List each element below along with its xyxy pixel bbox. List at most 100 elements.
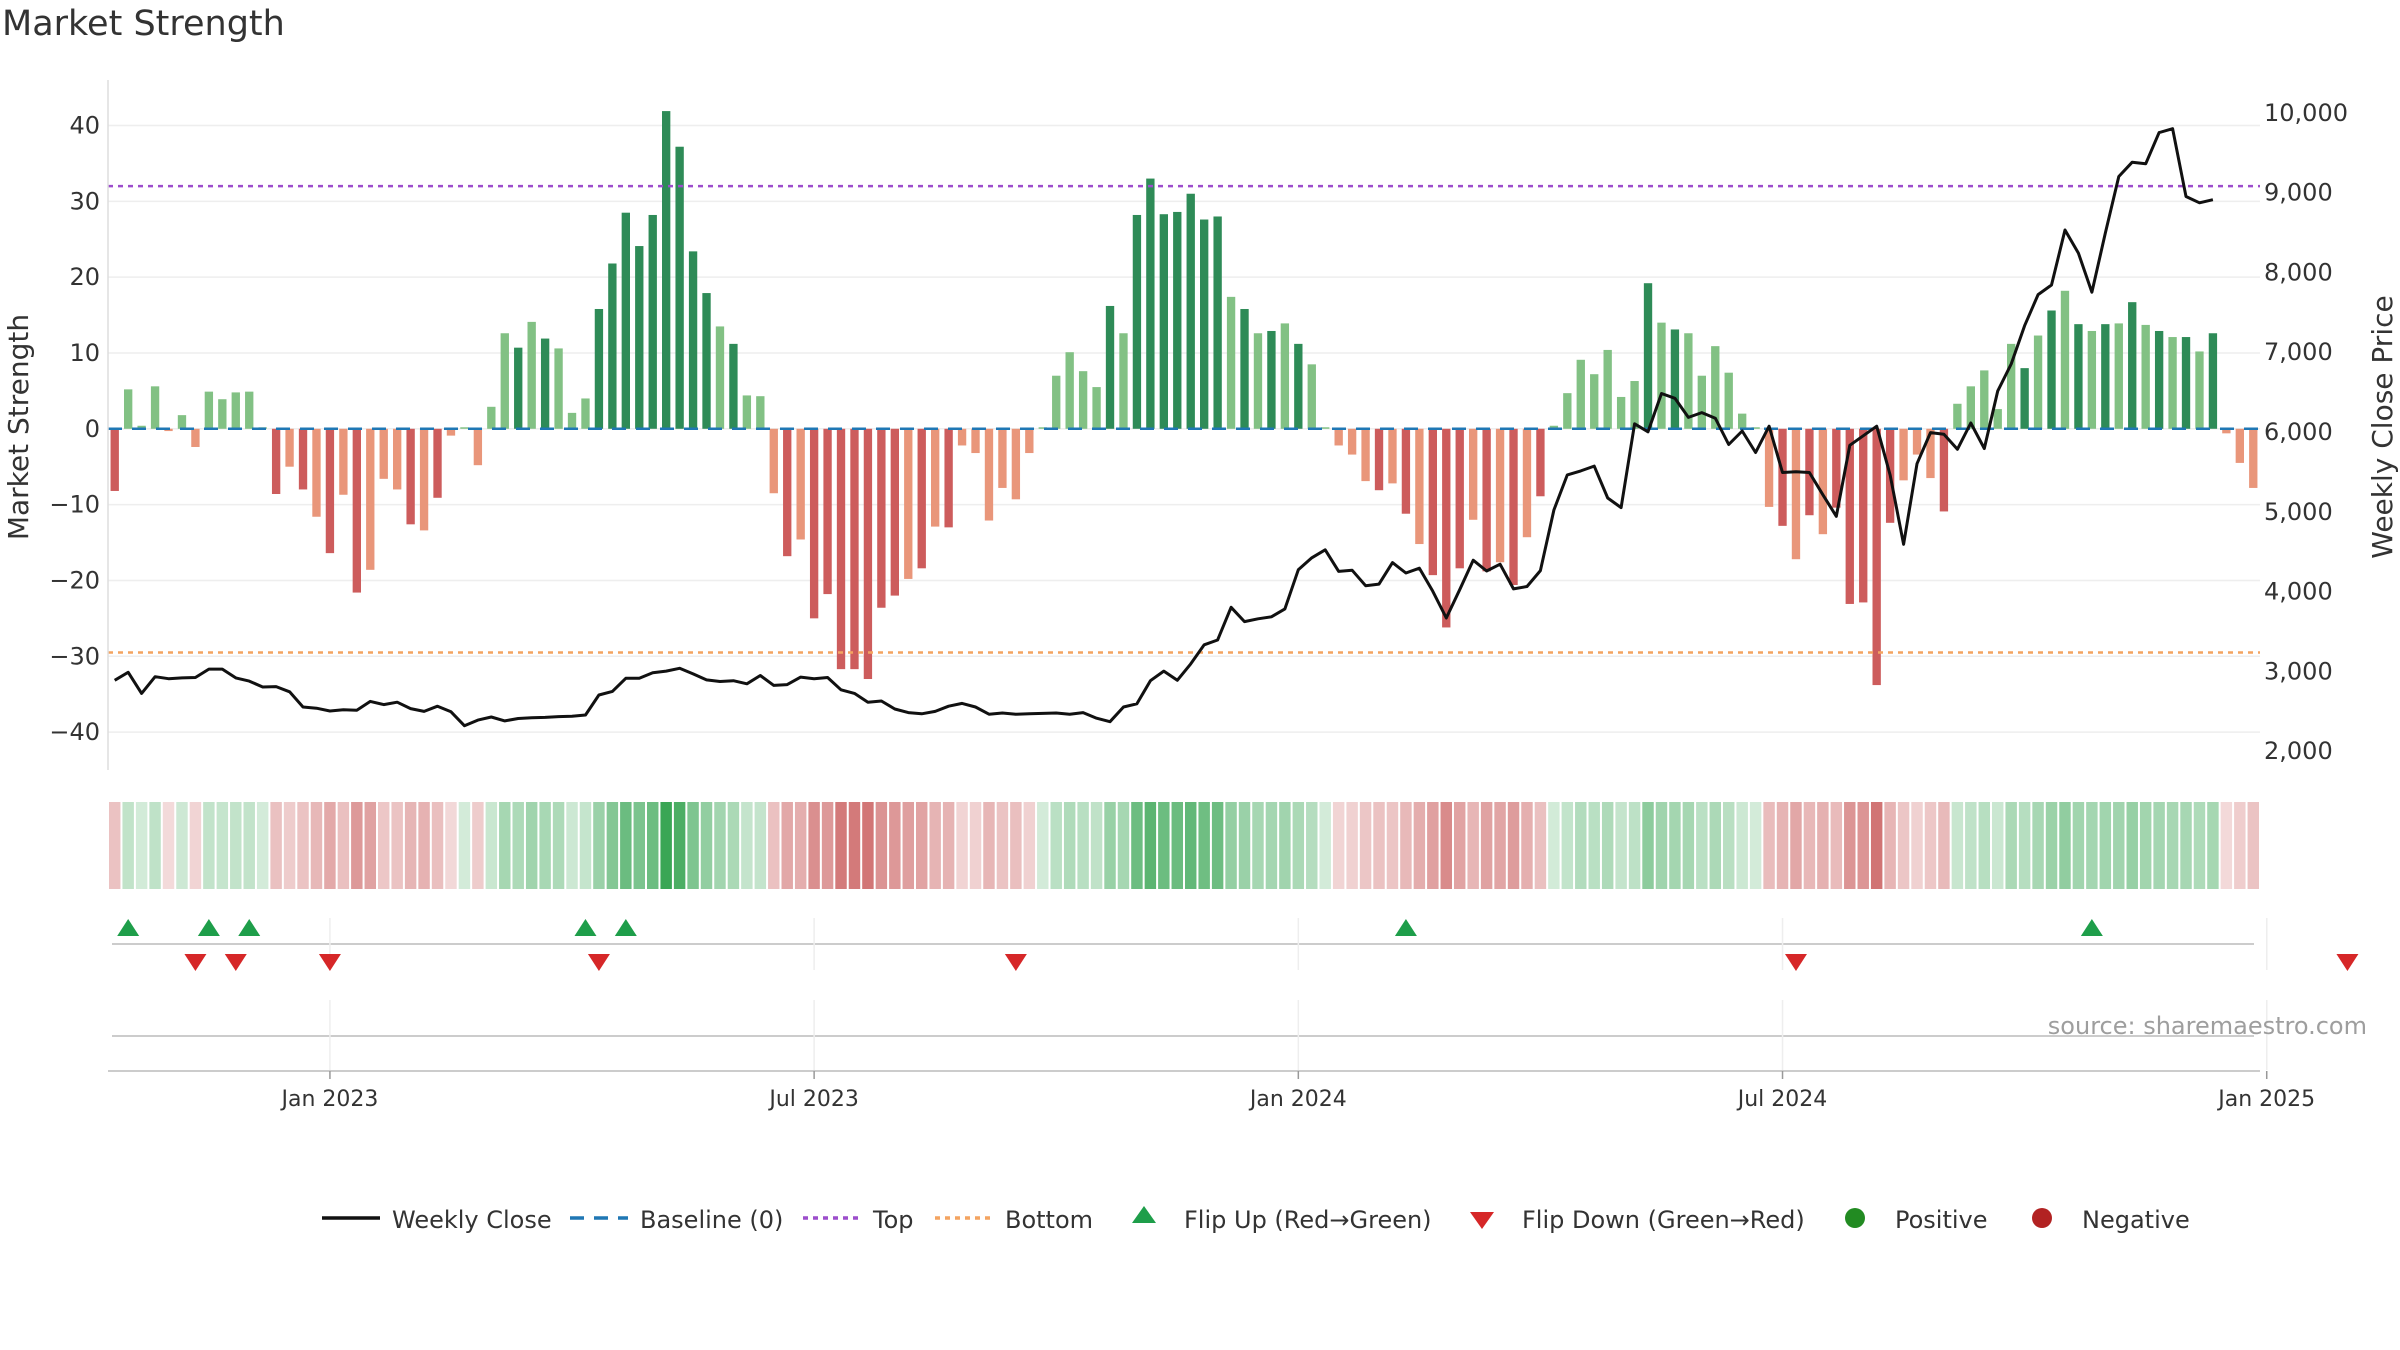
strength-bar <box>783 428 792 557</box>
heat-cell <box>1561 802 1574 889</box>
heat-cell <box>458 802 471 889</box>
heat-cell <box>1992 802 2004 889</box>
legend-weekly-close-label: Weekly Close <box>392 1206 552 1234</box>
heat-cell <box>324 802 336 889</box>
heat-cell <box>1211 802 1224 889</box>
strength-bar <box>1872 428 1881 686</box>
strength-bar <box>110 428 119 491</box>
right-tick-label: 2,000 <box>2264 737 2333 765</box>
heat-cell <box>1938 802 1950 889</box>
right-tick-label: 4,000 <box>2264 578 2333 606</box>
heat-cell <box>1225 802 1237 889</box>
strength-bar <box>446 428 456 436</box>
x-tick-label: Jan 2023 <box>279 1087 378 1112</box>
strength-bar <box>2181 337 2191 429</box>
flip-up-marker <box>197 919 220 936</box>
heat-cell <box>1185 802 1197 889</box>
strength-bar <box>836 428 846 670</box>
strength-bar <box>1132 214 1142 429</box>
source-credit: source: sharemaestro.com <box>2048 1012 2367 1040</box>
strength-bar <box>567 412 577 429</box>
heat-cell <box>808 802 820 889</box>
strength-bar <box>419 428 429 531</box>
legend-negative-label: Negative <box>2082 1206 2190 1234</box>
heat-cell <box>1830 802 1843 889</box>
strength-bar <box>2235 428 2244 463</box>
heat-cell <box>1924 802 1937 889</box>
heat-cell <box>283 802 296 889</box>
x-axis: Jan 2023 Jul 2023 Jan 2024 Jul 2024 Jan 2025… <box>108 1070 2315 1112</box>
strength-bar <box>1388 428 1397 484</box>
left-tick-label: 20 <box>69 263 100 291</box>
strength-bar <box>2208 333 2218 429</box>
heat-cell <box>848 802 861 889</box>
strength-bar <box>487 406 496 429</box>
strength-bar <box>1966 386 1975 429</box>
strength-bar <box>1294 343 1303 429</box>
weekly-close-series <box>113 127 2214 728</box>
heat-cell <box>1709 802 1721 889</box>
right-tick-label: 6,000 <box>2264 418 2333 446</box>
heat-cell <box>687 802 699 889</box>
strength-bar <box>2249 428 2258 488</box>
flip-up-marker <box>2080 919 2103 936</box>
strength-bar <box>1711 346 1720 429</box>
heat-cell <box>2166 802 2179 889</box>
strength-bar <box>1993 409 2002 429</box>
heat-cell <box>1144 802 1157 889</box>
strength-bar <box>1697 375 1706 429</box>
strength-bar <box>1522 428 1532 538</box>
heat-cell <box>1897 802 1910 889</box>
strength-bar <box>1253 333 1263 429</box>
strength-bar <box>1549 425 1559 429</box>
strength-bar <box>2033 335 2043 429</box>
heat-cell <box>1736 802 1748 889</box>
heat-cell <box>364 802 376 889</box>
heat-cell <box>149 802 161 889</box>
heat-cell <box>983 802 995 889</box>
strength-bar <box>312 428 321 517</box>
strength-bar <box>1105 305 1115 429</box>
strength-bar <box>1576 359 1585 429</box>
heat-cell <box>1252 802 1264 889</box>
heat-cell <box>230 802 242 889</box>
heat-cell <box>1696 802 1708 889</box>
strength-bar <box>150 386 160 429</box>
heat-cell <box>485 802 498 889</box>
heat-cell <box>1911 802 1923 889</box>
strength-bar <box>245 391 254 429</box>
strength-bar <box>1643 283 1653 429</box>
strength-bar <box>635 246 644 429</box>
heat-cell <box>297 802 309 889</box>
strength-bar <box>231 392 240 429</box>
heat-cell <box>1037 802 1049 889</box>
heat-cell <box>1642 802 1654 889</box>
strength-bar <box>917 428 926 569</box>
heat-cell <box>391 802 403 889</box>
heat-cell <box>1588 802 1600 889</box>
strength-bar <box>1213 216 1222 429</box>
strength-bar <box>1119 333 1128 429</box>
flip-up-marker <box>614 919 637 936</box>
legend-baseline-label: Baseline (0) <box>640 1206 783 1234</box>
heat-cell <box>2086 802 2098 889</box>
strength-bar <box>608 263 617 429</box>
strength-bar <box>904 428 913 579</box>
heat-cell <box>956 802 968 889</box>
heat-cell <box>2220 802 2233 889</box>
heat-cell <box>794 802 807 889</box>
heat-cell <box>1171 802 1183 889</box>
strength-bar <box>1738 413 1747 429</box>
heat-cell <box>2126 802 2138 889</box>
heat-cell <box>1198 802 1210 889</box>
strength-bar <box>796 428 805 540</box>
strength-bar <box>1052 375 1061 429</box>
strength-bar <box>1684 333 1693 429</box>
legend: Weekly Close Baseline (0) Top Bottom Flip Up… <box>322 1206 2190 1234</box>
strength-bar <box>998 428 1007 488</box>
strength-bar <box>675 146 684 429</box>
heat-cell <box>1655 802 1668 889</box>
strength-bar <box>1912 428 1922 455</box>
strength-bar <box>1590 374 1599 429</box>
